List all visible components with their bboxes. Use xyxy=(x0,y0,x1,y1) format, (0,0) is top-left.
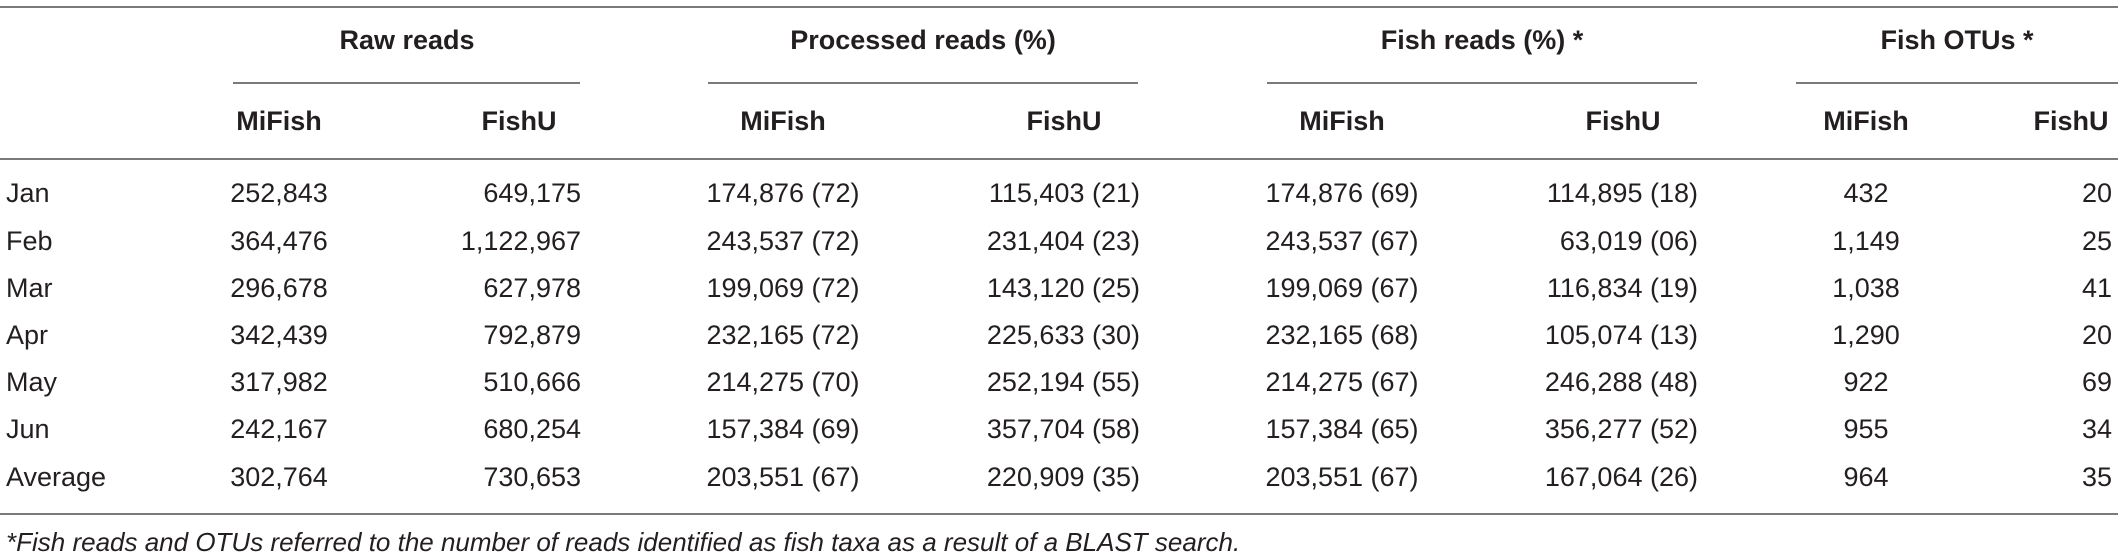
cell-raw-fishu: 730,653 xyxy=(483,462,581,492)
sub-header-otus-mifish: MiFish xyxy=(1823,106,1909,136)
cell-otus-mifish: 955 xyxy=(1843,414,1889,444)
cell-fish-fishu: 105,074 (13) xyxy=(1544,320,1698,350)
cell-fish-fishu: 116,834 (19) xyxy=(1546,273,1698,303)
sub-header-fish-fishu: FishU xyxy=(1585,106,1661,136)
cell-fish-mifish: 232,165 (68) xyxy=(1265,320,1419,350)
row-label: Jun xyxy=(6,414,50,444)
row-label: Jan xyxy=(6,178,50,208)
cell-processed-mifish: 243,537 (72) xyxy=(706,226,860,256)
cell-otus-fishu: 20 xyxy=(2081,178,2112,208)
cell-processed-mifish: 232,165 (72) xyxy=(706,320,860,350)
header-bottom-rule xyxy=(0,158,2118,160)
row-label: Apr xyxy=(6,320,49,350)
cell-fish-mifish: 203,551 (67) xyxy=(1265,462,1419,492)
group-header-fish-otus: Fish OTUs * xyxy=(1880,25,2034,55)
cell-raw-fishu: 792,879 xyxy=(483,320,581,350)
sub-header-raw-mifish: MiFish xyxy=(236,106,322,136)
cell-raw-mifish: 302,764 xyxy=(230,462,328,492)
cell-processed-fishu: 115,403 (21) xyxy=(988,178,1140,208)
cell-processed-fishu: 357,704 (58) xyxy=(986,414,1140,444)
cell-processed-mifish: 214,275 (70) xyxy=(706,367,860,397)
row-label: Mar xyxy=(6,273,53,303)
cell-fish-fishu: 167,064 (26) xyxy=(1544,462,1698,492)
row-label: Feb xyxy=(6,226,53,256)
cell-processed-mifish: 174,876 (72) xyxy=(706,178,860,208)
cell-otus-fishu: 25 xyxy=(2081,226,2112,256)
cell-otus-fishu: 41 xyxy=(2081,273,2112,303)
group-rule-fish-reads xyxy=(1267,82,1697,84)
cell-fish-mifish: 174,876 (69) xyxy=(1265,178,1419,208)
group-header-processed-reads: Processed reads (%) xyxy=(790,25,1056,55)
sub-header-otus-fishu: FishU xyxy=(2033,106,2109,136)
group-rule-processed-reads xyxy=(708,82,1138,84)
sub-header-processed-mifish: MiFish xyxy=(740,106,826,136)
cell-processed-mifish: 199,069 (72) xyxy=(706,273,860,303)
cell-raw-mifish: 364,476 xyxy=(230,226,328,256)
row-label: May xyxy=(6,367,58,397)
cell-raw-fishu: 649,175 xyxy=(483,178,581,208)
cell-fish-fishu: 63,019 (06) xyxy=(1559,226,1698,256)
group-header-fish-reads: Fish reads (%) * xyxy=(1380,25,1584,55)
cell-raw-fishu: 1,122,967 xyxy=(460,226,581,256)
cell-fish-mifish: 157,384 (65) xyxy=(1265,414,1419,444)
cell-processed-mifish: 157,384 (69) xyxy=(706,414,860,444)
cell-raw-mifish: 296,678 xyxy=(230,273,328,303)
cell-otus-mifish: 432 xyxy=(1843,178,1889,208)
cell-otus-mifish: 922 xyxy=(1843,367,1889,397)
table-top-rule xyxy=(0,6,2118,8)
cell-otus-mifish: 1,038 xyxy=(1832,273,1900,303)
cell-processed-fishu: 225,633 (30) xyxy=(986,320,1140,350)
cell-otus-mifish: 964 xyxy=(1843,462,1889,492)
table-bottom-rule xyxy=(0,513,2118,515)
sub-header-raw-fishu: FishU xyxy=(481,106,557,136)
cell-fish-fishu: 114,895 (18) xyxy=(1546,178,1698,208)
cell-raw-mifish: 317,982 xyxy=(230,367,328,397)
row-label: Average xyxy=(6,462,107,492)
cell-otus-fishu: 69 xyxy=(2081,367,2112,397)
cell-fish-mifish: 214,275 (67) xyxy=(1265,367,1419,397)
group-rule-fish-otus xyxy=(1796,82,2118,84)
sub-header-processed-fishu: FishU xyxy=(1026,106,1102,136)
table-footnote: *Fish reads and OTUs referred to the num… xyxy=(6,527,1241,557)
cell-processed-fishu: 143,120 (25) xyxy=(986,273,1140,303)
cell-raw-fishu: 680,254 xyxy=(483,414,581,444)
cell-processed-fishu: 220,909 (35) xyxy=(986,462,1140,492)
cell-raw-fishu: 510,666 xyxy=(483,367,581,397)
cell-processed-mifish: 203,551 (67) xyxy=(706,462,860,492)
cell-processed-fishu: 252,194 (55) xyxy=(986,367,1140,397)
cell-otus-fishu: 20 xyxy=(2081,320,2112,350)
cell-raw-mifish: 242,167 xyxy=(230,414,328,444)
cell-fish-mifish: 199,069 (67) xyxy=(1265,273,1419,303)
group-rule-raw-reads xyxy=(233,82,580,84)
cell-raw-mifish: 252,843 xyxy=(230,178,328,208)
cell-raw-fishu: 627,978 xyxy=(483,273,581,303)
cell-otus-mifish: 1,290 xyxy=(1832,320,1900,350)
cell-otus-fishu: 35 xyxy=(2081,462,2112,492)
cell-otus-mifish: 1,149 xyxy=(1832,226,1900,256)
cell-fish-fishu: 356,277 (52) xyxy=(1544,414,1698,444)
cell-fish-mifish: 243,537 (67) xyxy=(1265,226,1419,256)
sub-header-fish-mifish: MiFish xyxy=(1299,106,1385,136)
cell-fish-fishu: 246,288 (48) xyxy=(1544,367,1698,397)
cell-raw-mifish: 342,439 xyxy=(230,320,328,350)
cell-otus-fishu: 34 xyxy=(2081,414,2112,444)
group-header-raw-reads: Raw reads xyxy=(339,25,475,55)
cell-processed-fishu: 231,404 (23) xyxy=(986,226,1140,256)
